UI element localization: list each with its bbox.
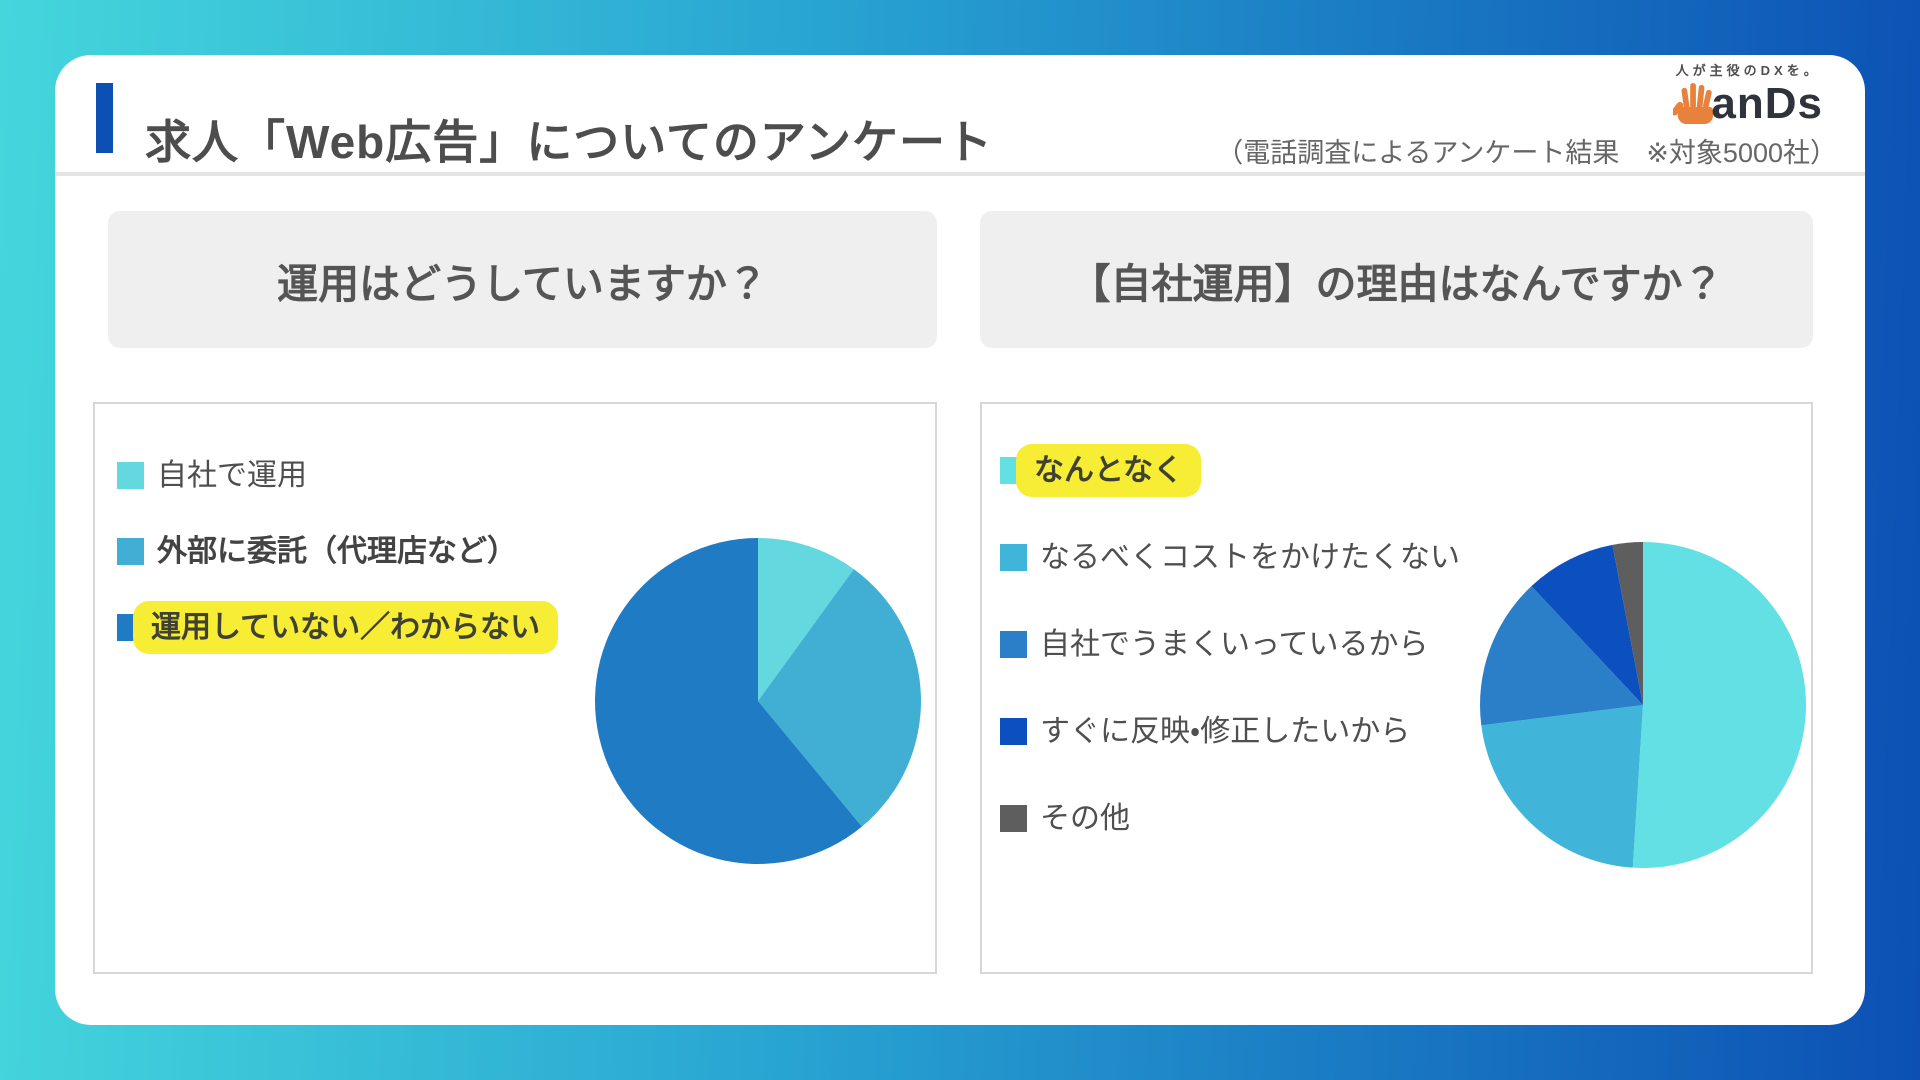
legend-item: その他 — [1000, 791, 1460, 845]
logo-brand-text: anDs — [1711, 79, 1823, 129]
page-title: 求人「Web広告」についてのアンケート — [145, 115, 994, 168]
pie-svg-reason — [1480, 542, 1806, 868]
legend-label: なるべくコストをかけたくない — [1040, 540, 1460, 574]
question-box-reason: 【自社運用】の理由はなんですか？ — [980, 211, 1813, 348]
legend-label: すぐに反映・修正したいから — [1040, 714, 1411, 748]
legend-swatch-icon — [1000, 804, 1027, 832]
chart-panel-operation: 自社で運用外部に委託（代理店など） 運用していない／わからない — [93, 402, 937, 974]
legend-swatch-icon — [1000, 717, 1027, 745]
question-box-operation: 運用はどうしていますか？ — [108, 211, 937, 348]
legend-operation: 自社で運用外部に委託（代理店など） 運用していない／わからない — [117, 448, 559, 654]
legend-item: なんとなく — [1000, 443, 1460, 497]
legend-item: なるべくコストをかけたくない — [1000, 530, 1460, 584]
pie-chart-reason — [1478, 540, 1808, 870]
legend-item: すぐに反映・修正したいから — [1000, 704, 1460, 758]
pie-chart-operation — [593, 536, 923, 866]
legend-label: 外部に委託（代理店など） — [157, 534, 517, 568]
title-accent-bar — [96, 83, 113, 153]
legend-item: 運用していない／わからない — [117, 600, 559, 654]
header-divider — [55, 172, 1865, 176]
pie-svg-operation — [594, 538, 921, 864]
pie-slice — [1481, 705, 1643, 868]
legend-swatch-icon — [117, 537, 144, 565]
legend-label: 自社で運用 — [157, 458, 307, 492]
legend-item: 自社でうまくいっているから — [1000, 617, 1460, 671]
pie-slice — [1531, 544, 1643, 705]
hand-icon-shapes — [1673, 82, 1714, 124]
logo-brand: anDs — [1673, 79, 1823, 129]
legend-item: 外部に委託（代理店など） — [117, 524, 558, 578]
legend-label: なんとなく — [1016, 443, 1202, 497]
legend-swatch-icon — [1000, 630, 1027, 658]
legend-label: 自社でうまくいっているから — [1040, 627, 1429, 661]
brand-logo: 人が主役のDXを。 anDs — [1673, 60, 1823, 129]
pie-slice — [758, 569, 921, 827]
pie-slice — [1632, 542, 1806, 868]
legend-reason: なんとなくなるべくコストをかけたくない 自社でうまくいっているから すぐに反映・修正… — [1000, 443, 1460, 845]
legend-swatch-icon — [1000, 543, 1027, 571]
legend-item: 自社で運用 — [117, 448, 558, 502]
pie-slice — [1480, 586, 1643, 726]
chart-panel-reason: なんとなくなるべくコストをかけたくない 自社でうまくいっているから すぐに反映・修正… — [980, 402, 1813, 974]
legend-swatch-icon — [117, 461, 144, 489]
hand-icon — [1673, 82, 1714, 124]
legend-label: 運用していない／わからない — [133, 600, 559, 654]
infographic-card: 求人「Web広告」についてのアンケート 人が主役のDXを。 anDs （電話調査… — [55, 55, 1865, 1025]
pie-slice — [594, 538, 862, 864]
pie-slice — [758, 538, 854, 701]
pie-slice — [1612, 542, 1643, 705]
survey-note: （電話調査によるアンケート結果 ※対象5000社） — [1216, 138, 1837, 168]
logo-tagline: 人が主役のDXを。 — [1675, 63, 1821, 78]
legend-label: その他 — [1040, 801, 1130, 835]
